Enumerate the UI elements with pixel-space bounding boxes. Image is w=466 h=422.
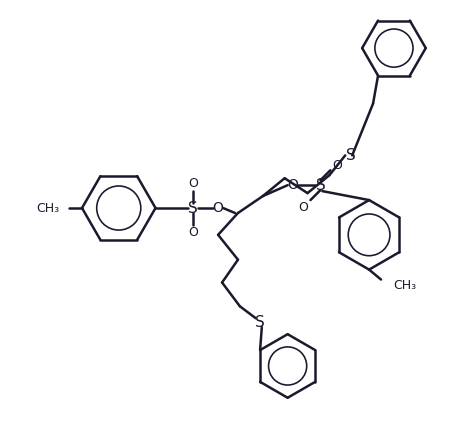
Text: S: S — [315, 178, 325, 193]
Text: O: O — [188, 226, 198, 239]
Text: O: O — [332, 159, 342, 172]
Text: O: O — [287, 178, 298, 192]
Text: CH₃: CH₃ — [393, 279, 416, 292]
Text: O: O — [188, 177, 198, 189]
Text: CH₃: CH₃ — [36, 202, 59, 214]
Text: S: S — [346, 148, 356, 163]
Text: O: O — [299, 200, 308, 214]
Text: O: O — [212, 201, 224, 215]
Text: S: S — [255, 315, 265, 330]
Text: S: S — [188, 200, 198, 216]
